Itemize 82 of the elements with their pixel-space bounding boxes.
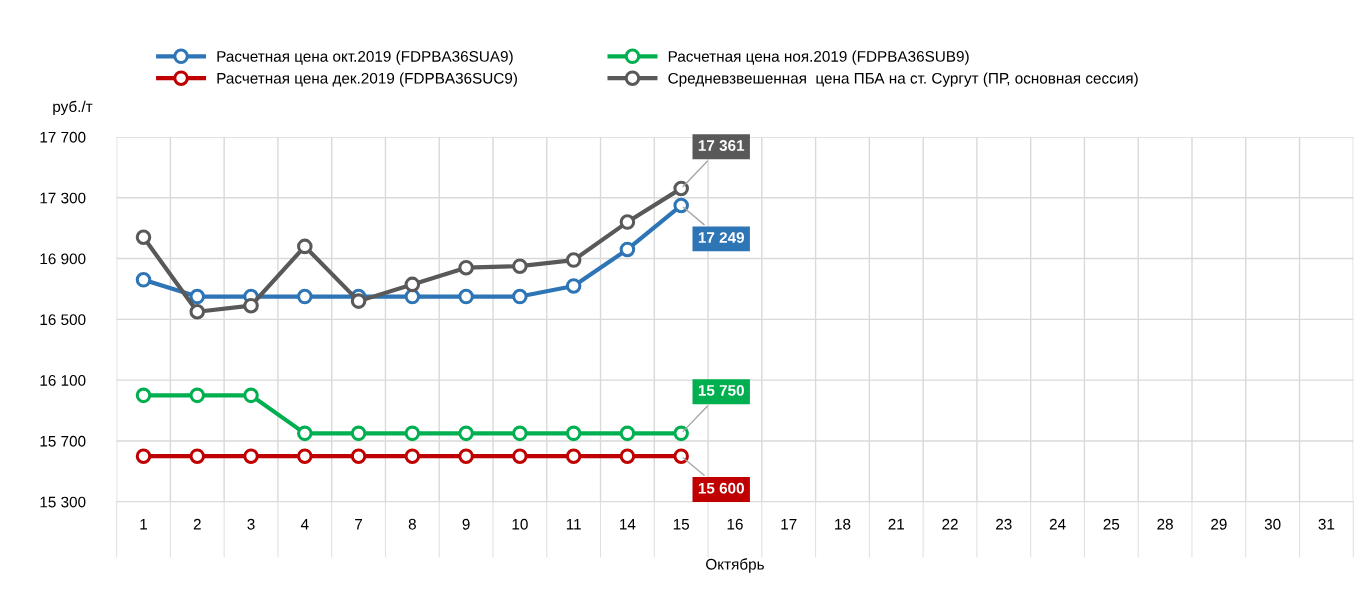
x-tick-label: 2 [193,518,201,530]
x-tick-label: 23 [996,518,1012,530]
point [297,425,313,442]
y-tick-label: 16 100 [40,375,86,386]
x-axis-title: Октябрь [706,558,764,573]
legend-label: Средневзвешенная цена ПБА на ст. Сургут (ПР, основная сессия) [668,72,1138,87]
x-tick-label: 15 [673,519,690,530]
point [135,229,152,246]
point [243,297,259,314]
point [673,425,689,442]
point [404,425,421,442]
point [189,303,206,320]
legend-label: Расчетная цена дек.2019 (FDPBA36SUC9) [217,72,517,87]
point [673,197,689,214]
point [565,425,582,442]
point [189,448,206,464]
x-tick-label: 30 [1264,518,1281,530]
point [135,448,152,464]
x-tick-label: 8 [408,518,416,530]
point [619,214,636,230]
point [673,180,689,197]
point [189,387,206,404]
legend-label: Расчетная цена окт.2019 (FDPBA36SUA9) [217,50,513,65]
x-tick-label: 17 [781,519,797,530]
x-tick-label: 10 [512,518,528,530]
y-tick-label: 15 300 [40,496,86,508]
point [135,272,152,288]
point [297,448,313,464]
y-tick-label: 17 300 [40,192,86,204]
x-tick-label: 21 [888,518,905,530]
data-label: 15 750 [698,384,744,396]
point [243,448,259,464]
point [512,258,528,274]
point [189,288,206,305]
point [404,448,421,464]
point [512,448,528,464]
x-tick-label: 18 [835,518,851,530]
data-label: 17 361 [698,140,745,151]
x-tick-label: 9 [462,518,470,530]
x-tick-label: 22 [942,518,958,530]
x-tick-label: 1 [140,519,147,530]
x-tick-label: 11 [566,519,581,530]
point [565,448,582,464]
x-tick-label: 24 [1049,518,1066,530]
point [458,288,474,305]
point [565,278,582,294]
point [458,425,474,442]
point [565,252,582,268]
point [243,387,259,404]
point [135,387,152,404]
point [458,259,474,276]
point [619,425,636,442]
point [297,288,313,305]
x-tick-label: 25 [1103,518,1120,530]
y-axis-title: руб./т [53,100,93,116]
x-tick-label: 14 [620,519,636,530]
x-tick-label: 16 [727,518,743,530]
point [297,238,313,255]
x-tick-label: 29 [1211,518,1227,530]
x-tick-label: 4 [300,519,309,530]
legend-label: Расчетная цена ноя.2019 (FDPBA36SUB9) [668,50,969,65]
point [350,425,367,442]
point [404,276,421,293]
point [619,448,636,464]
data-label: 17 249 [698,232,745,243]
point [350,448,367,464]
point [404,288,421,305]
point [350,293,367,309]
y-tick-label: 16 500 [40,314,86,326]
x-tick-label: 7 [355,519,363,530]
point [673,448,689,464]
x-tick-label: 3 [247,518,255,530]
y-tick-label: 15 700 [40,435,86,447]
data-label: 15 600 [698,482,744,494]
x-tick-label: 28 [1157,518,1173,530]
point [619,241,636,258]
point [512,425,528,442]
y-tick-label: 16 900 [40,253,86,265]
point [458,448,474,464]
x-tick-label: 31 [1318,518,1335,530]
y-tick-label: 17 700 [40,131,86,143]
point [512,288,528,305]
